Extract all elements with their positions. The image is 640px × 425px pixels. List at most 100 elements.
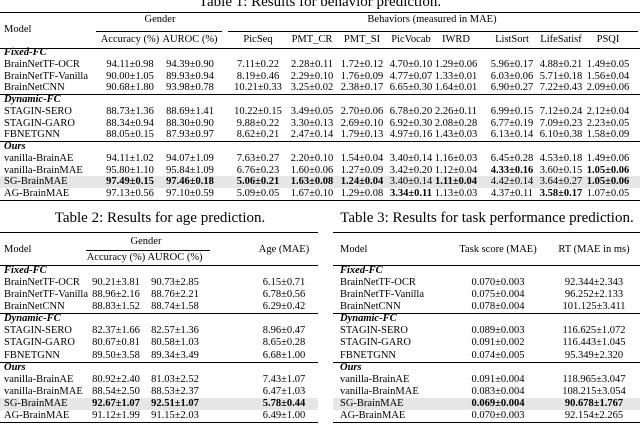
table-cell: 101.125±3.411 bbox=[562, 301, 626, 313]
table-cell: 1.64±0.01 bbox=[434, 82, 478, 94]
table-cell: 89.50±3.58 bbox=[92, 349, 140, 361]
table-cell: 80.58±1.03 bbox=[151, 337, 199, 349]
table-cell: 6.99±0.15 bbox=[490, 105, 534, 117]
model-name: SG-BrainMAE bbox=[4, 397, 68, 409]
model-name: STAGIN-GARO bbox=[4, 337, 75, 349]
table-cell: 1.33±0.01 bbox=[434, 70, 478, 82]
table-cell: 0.069±0.004 bbox=[471, 397, 525, 409]
table-cell: 4.88±0.21 bbox=[539, 58, 583, 70]
header-cell: Accuracy (%) bbox=[86, 252, 146, 263]
table-cell: 6.90±0.27 bbox=[490, 82, 534, 94]
rule bbox=[86, 250, 210, 251]
table-cell: 4.37±0.11 bbox=[490, 188, 534, 199]
table-cell: 1.27±0.09 bbox=[340, 164, 384, 176]
table-cell: 6.10±0.38 bbox=[539, 129, 583, 141]
model-name: FBNETGNN bbox=[4, 349, 61, 361]
section-label: Ours bbox=[340, 361, 362, 373]
table-cell: 90.68±1.80 bbox=[106, 82, 154, 94]
table-cell: 0.075±0.004 bbox=[471, 289, 525, 301]
table-cell: 88.74±1.58 bbox=[151, 301, 199, 313]
table-cell: 96.252±2.133 bbox=[564, 289, 624, 301]
table-cell: 1.60±0.06 bbox=[290, 164, 334, 176]
table-cell: 94.11±0.98 bbox=[106, 58, 154, 70]
table-cell: 1.13±0.03 bbox=[434, 188, 478, 199]
table-cell: 80.67±0.81 bbox=[92, 337, 140, 349]
header-cell: Accuracy (%) bbox=[100, 34, 160, 45]
table-cell: 92.344±2.343 bbox=[564, 277, 624, 289]
table-cell: 1.58±0.09 bbox=[586, 129, 630, 141]
section-label: Dynamic-FC bbox=[4, 94, 61, 105]
table-cell: 2.12±0.04 bbox=[586, 105, 630, 117]
model-name: BrainNetTF-OCR bbox=[4, 277, 80, 289]
header-cell: LifeSatisf bbox=[540, 34, 582, 45]
table-cell: 3.25±0.02 bbox=[290, 82, 334, 94]
model-name: BrainNetTF-OCR bbox=[4, 58, 80, 70]
table-cell: 88.69±1.41 bbox=[166, 105, 214, 117]
rule bbox=[0, 265, 318, 266]
header-cell: PicVocab bbox=[391, 34, 431, 45]
table-cell: 0.089±0.003 bbox=[471, 325, 525, 337]
table-cell: 88.30±0.90 bbox=[166, 117, 214, 129]
table-cell: 2.23±0.05 bbox=[586, 117, 630, 129]
table-cell: 6.03±0.06 bbox=[490, 70, 534, 82]
table-cell: 8.96±0.47 bbox=[262, 325, 306, 337]
table-cell: 93.98±0.78 bbox=[166, 82, 214, 94]
model-name: STAGIN-GARO bbox=[340, 337, 411, 349]
table-cell: 95.80±1.10 bbox=[106, 164, 154, 176]
table-cell: 91.12±1.99 bbox=[92, 409, 140, 421]
table-cell: 1.79±0.13 bbox=[340, 129, 384, 141]
table-cell: 97.46±0.18 bbox=[166, 176, 214, 188]
model-name: STAGIN-SERO bbox=[4, 325, 72, 337]
table-cell: 3.64±0.27 bbox=[539, 176, 583, 188]
table-cell: 4.97±0.16 bbox=[389, 129, 433, 141]
table-cell: 92.67±1.07 bbox=[92, 397, 140, 409]
table-cell: 88.96±2.16 bbox=[92, 289, 140, 301]
model-name: vanilla-BrainAE bbox=[4, 152, 74, 164]
table-cell: 2.69±0.10 bbox=[340, 117, 384, 129]
table-cell: 88.53±2.37 bbox=[151, 385, 199, 397]
table-cell: 116.443±1.045 bbox=[562, 337, 626, 349]
table-cell: 1.54±0.04 bbox=[340, 152, 384, 164]
table-cell: 5.78±0.44 bbox=[262, 397, 306, 409]
section-label: Fixed-FC bbox=[4, 265, 47, 276]
table-cell: 90.678±1.767 bbox=[564, 397, 624, 409]
table-cell: 2.70±0.06 bbox=[340, 105, 384, 117]
table-cell: 1.29±0.06 bbox=[434, 58, 478, 70]
table-cell: 6.15±0.71 bbox=[262, 277, 306, 289]
table-cell: 3.30±0.13 bbox=[290, 117, 334, 129]
table-cell: 7.09±0.23 bbox=[539, 117, 583, 129]
table-cell: 5.09±0.05 bbox=[236, 188, 280, 199]
table-cell: 6.47±1.03 bbox=[262, 385, 306, 397]
section-label: Dynamic-FC bbox=[340, 313, 397, 325]
table-cell: 4.77±0.07 bbox=[389, 70, 433, 82]
rule bbox=[0, 48, 640, 49]
rule bbox=[0, 422, 318, 423]
table-cell: 1.76±0.09 bbox=[340, 70, 384, 82]
group-header: Gender bbox=[144, 14, 176, 25]
header-cell: AUROC (%) bbox=[147, 252, 203, 263]
header-cell: Age (MAE) bbox=[258, 244, 310, 255]
rule bbox=[0, 141, 640, 143]
table-cell: 94.39±0.90 bbox=[166, 58, 214, 70]
table-cell: 7.11±0.22 bbox=[236, 58, 280, 70]
table-cell: 0.078±0.004 bbox=[471, 301, 525, 313]
table-cell: 95.349±2.320 bbox=[564, 349, 624, 361]
group-header: Behaviors (measured in MAE) bbox=[367, 14, 497, 25]
table-cell: 3.40±0.14 bbox=[389, 176, 433, 188]
rule bbox=[333, 361, 640, 363]
table-cell: 92.154±2.265 bbox=[564, 409, 624, 421]
table-cell: 0.091±0.002 bbox=[471, 337, 525, 349]
row-highlight bbox=[0, 176, 640, 189]
table-cell: 0.091±0.004 bbox=[471, 373, 525, 385]
section-label: Ours bbox=[4, 141, 26, 152]
table-cell: 6.49±1.00 bbox=[262, 409, 306, 421]
table-cell: 7.63±0.27 bbox=[236, 152, 280, 164]
table-cell: 5.96±0.17 bbox=[490, 58, 534, 70]
table-cell: 8.65±0.28 bbox=[262, 337, 306, 349]
table-cell: 5.06±0.21 bbox=[236, 176, 280, 188]
table-cell: 1.49±0.05 bbox=[586, 58, 630, 70]
header-cell: Model bbox=[4, 244, 32, 255]
group-header: Gender bbox=[130, 236, 162, 247]
table-cell: 90.73±2.85 bbox=[151, 277, 199, 289]
